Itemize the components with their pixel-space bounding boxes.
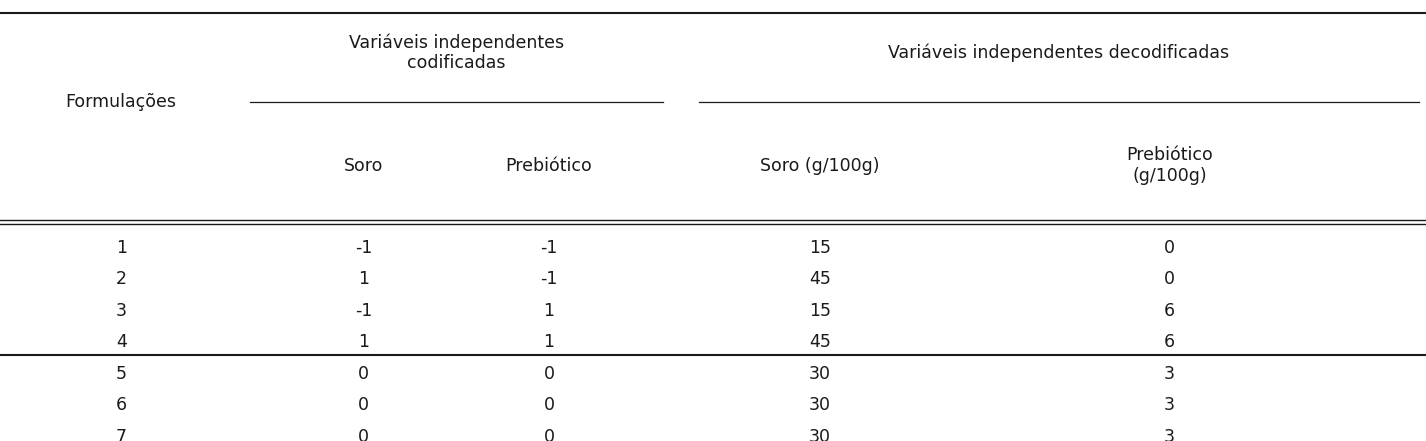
Text: -1: -1 (540, 239, 558, 257)
Text: -1: -1 (355, 239, 372, 257)
Text: -1: -1 (540, 270, 558, 288)
Text: 0: 0 (543, 396, 555, 415)
Text: 0: 0 (358, 428, 369, 441)
Text: 15: 15 (809, 239, 831, 257)
Text: Prebiótico
(g/100g): Prebiótico (g/100g) (1127, 146, 1212, 185)
Text: Prebiótico: Prebiótico (506, 157, 592, 175)
Text: 5: 5 (116, 365, 127, 383)
Text: 1: 1 (358, 333, 369, 351)
Text: 0: 0 (1164, 270, 1175, 288)
Text: 7: 7 (116, 428, 127, 441)
Text: 3: 3 (1164, 396, 1175, 415)
Text: 1: 1 (543, 302, 555, 320)
Text: 15: 15 (809, 302, 831, 320)
Text: 0: 0 (543, 428, 555, 441)
Text: 6: 6 (1164, 333, 1175, 351)
Text: 4: 4 (116, 333, 127, 351)
Text: 6: 6 (116, 396, 127, 415)
Text: 6: 6 (1164, 302, 1175, 320)
Text: Variáveis independentes decodificadas: Variáveis independentes decodificadas (888, 44, 1229, 62)
Text: 3: 3 (1164, 428, 1175, 441)
Text: Soro: Soro (344, 157, 384, 175)
Text: -1: -1 (355, 302, 372, 320)
Text: 3: 3 (1164, 365, 1175, 383)
Text: 45: 45 (809, 270, 831, 288)
Text: 0: 0 (358, 365, 369, 383)
Text: 30: 30 (809, 396, 831, 415)
Text: 1: 1 (116, 239, 127, 257)
Text: 30: 30 (809, 365, 831, 383)
Text: Variáveis independentes
codificadas: Variáveis independentes codificadas (349, 33, 563, 72)
Text: 1: 1 (543, 333, 555, 351)
Text: Formulações: Formulações (66, 93, 177, 111)
Text: 30: 30 (809, 428, 831, 441)
Text: 45: 45 (809, 333, 831, 351)
Text: 2: 2 (116, 270, 127, 288)
Text: 0: 0 (543, 365, 555, 383)
Text: 0: 0 (1164, 239, 1175, 257)
Text: 3: 3 (116, 302, 127, 320)
Text: 1: 1 (358, 270, 369, 288)
Text: 0: 0 (358, 396, 369, 415)
Text: Soro (g/100g): Soro (g/100g) (760, 157, 880, 175)
